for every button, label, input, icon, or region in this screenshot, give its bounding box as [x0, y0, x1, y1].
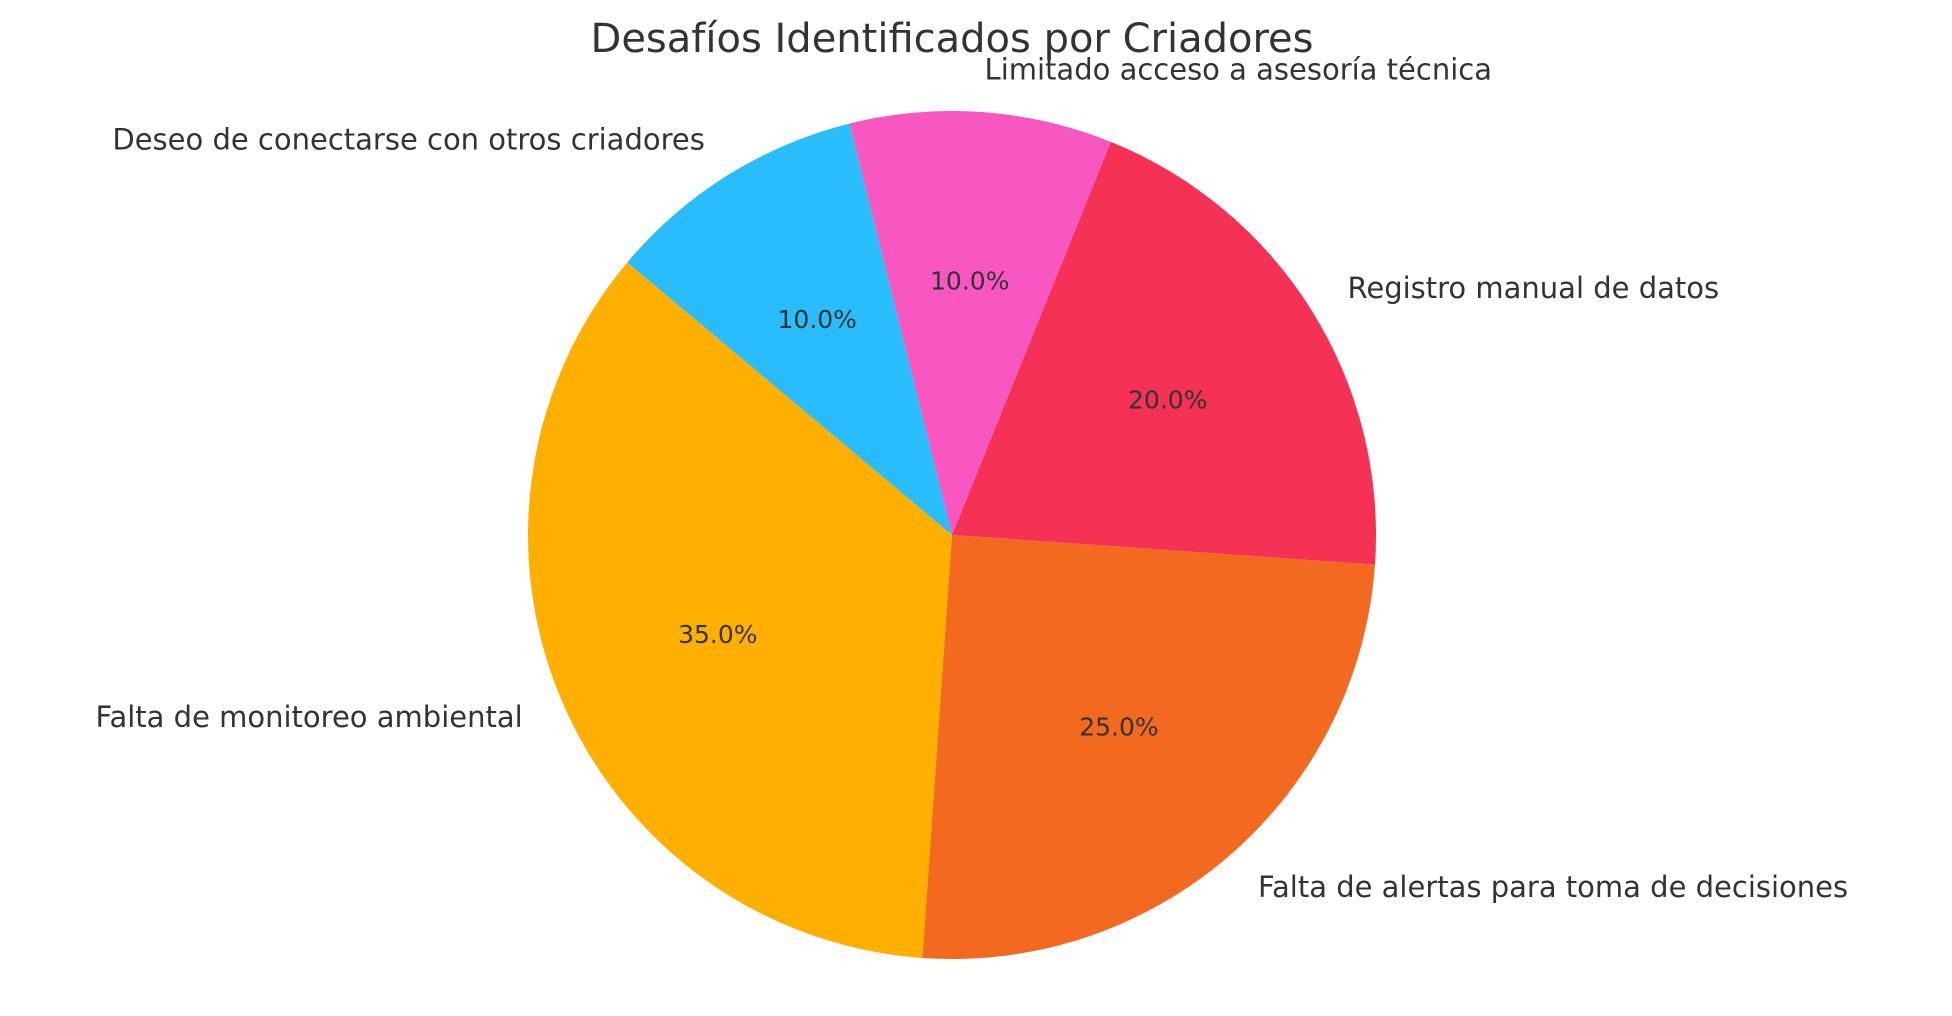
pie-category-label: Limitado acceso a asesoría técnica: [985, 53, 1492, 87]
pie-category-label: Registro manual de datos: [1348, 271, 1720, 305]
chart-title: Desafíos Identificados por Criadores: [591, 16, 1314, 62]
pie-percent-label: 10.0%: [777, 305, 856, 334]
pie-slice-falta-de-monitoreo-ambiental: [528, 262, 952, 958]
pie-percent-label: 10.0%: [930, 267, 1009, 296]
pie-category-label: Falta de monitoreo ambiental: [95, 700, 522, 734]
pie-percent-label: 20.0%: [1128, 386, 1207, 415]
pie-slice-registro-manual-de-datos: [952, 141, 1376, 565]
pie-percent-label: 35.0%: [678, 620, 757, 649]
pie-category-label: Falta de alertas para toma de decisiones: [1258, 870, 1848, 904]
pie-slices: [528, 111, 1376, 959]
pie-slice-deseo-de-conectarse-con-otros-criadores: [627, 123, 952, 536]
pie-labels: 35.0% Falta de monitoreo ambiental 25.0% Fa…: [95, 53, 1848, 904]
pie-slice-falta-de-alertas-para-toma-de-decisiones: [922, 535, 1375, 959]
pie-category-label: Deseo de conectarse con otros criadores: [112, 122, 704, 156]
pie-slice-limitado-acceso-a-asesoria-tecnica: [849, 111, 1111, 535]
pie-percent-label: 25.0%: [1079, 712, 1158, 741]
